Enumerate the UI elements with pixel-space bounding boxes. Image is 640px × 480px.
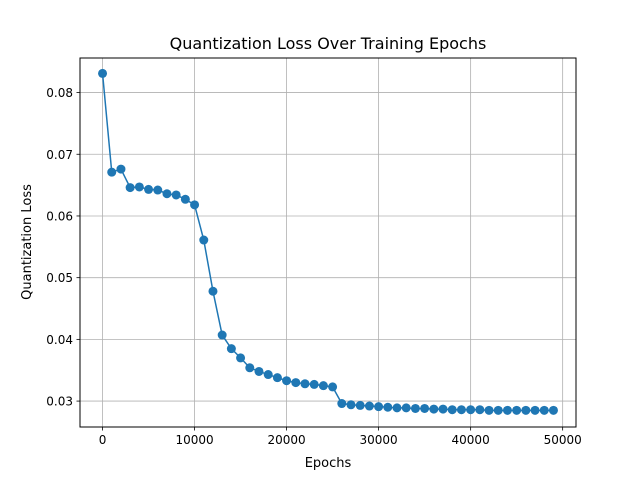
data-point [318,381,328,391]
x-tick-label: 0 [99,433,107,447]
data-point [107,167,117,177]
data-point [364,401,374,411]
data-point [392,403,402,413]
data-point [180,194,190,204]
x-tick-label: 20000 [267,433,305,447]
chart-title: Quantization Loss Over Training Epochs [170,34,487,53]
data-point [346,400,356,410]
data-point [530,405,540,415]
x-axis-label: Epochs [305,456,352,471]
data-point [199,235,209,245]
data-point [272,373,282,383]
data-point [309,379,319,389]
data-point [374,402,384,412]
data-point [521,405,531,415]
y-tick-label: 0.05 [46,271,73,285]
series-layer [98,68,558,415]
data-point [171,190,181,200]
x-ticks: 0 10000 20000 30000 40000 50000 [99,427,582,447]
data-point [162,189,172,199]
data-point [153,185,163,195]
data-point [410,403,420,413]
data-point [98,68,108,78]
data-point [291,378,301,388]
y-tick-label: 0.06 [46,209,73,223]
data-point [383,402,393,412]
y-tick-label: 0.03 [46,395,73,409]
data-point [300,379,310,389]
y-tick-label: 0.08 [46,86,73,100]
data-point [282,376,292,386]
data-point [337,399,347,409]
data-point [144,184,154,194]
data-point [475,405,485,415]
data-point [539,405,549,415]
data-point [420,403,430,413]
data-point [328,382,338,392]
data-point [512,405,522,415]
x-tick-label: 30000 [360,433,398,447]
x-tick-label: 50000 [544,433,582,447]
data-point [401,403,411,413]
data-point [484,405,494,415]
data-point [226,344,236,354]
axes-frame [79,57,577,428]
data-point [502,405,512,415]
data-point [125,183,135,193]
data-point [493,405,503,415]
data-point [208,286,218,296]
y-axis-label: Quantization Loss [20,184,35,300]
y-ticks: 0.03 0.04 0.05 0.06 0.07 0.08 [46,86,80,409]
data-point [116,164,126,174]
data-point [466,405,476,415]
data-point [355,400,365,410]
y-tick-label: 0.04 [46,333,73,347]
grid [80,58,576,427]
y-tick-label: 0.07 [46,148,73,162]
x-tick-label: 40000 [452,433,490,447]
data-point [447,405,457,415]
data-point [548,405,558,415]
data-point [254,366,264,376]
data-point [263,370,273,380]
x-tick-label: 10000 [175,433,213,447]
data-point [217,330,227,340]
data-point [236,353,246,363]
data-point [438,404,448,414]
data-point [245,363,255,373]
data-point [456,405,466,415]
data-point [190,200,200,210]
data-point [134,182,144,192]
data-point [429,404,439,414]
